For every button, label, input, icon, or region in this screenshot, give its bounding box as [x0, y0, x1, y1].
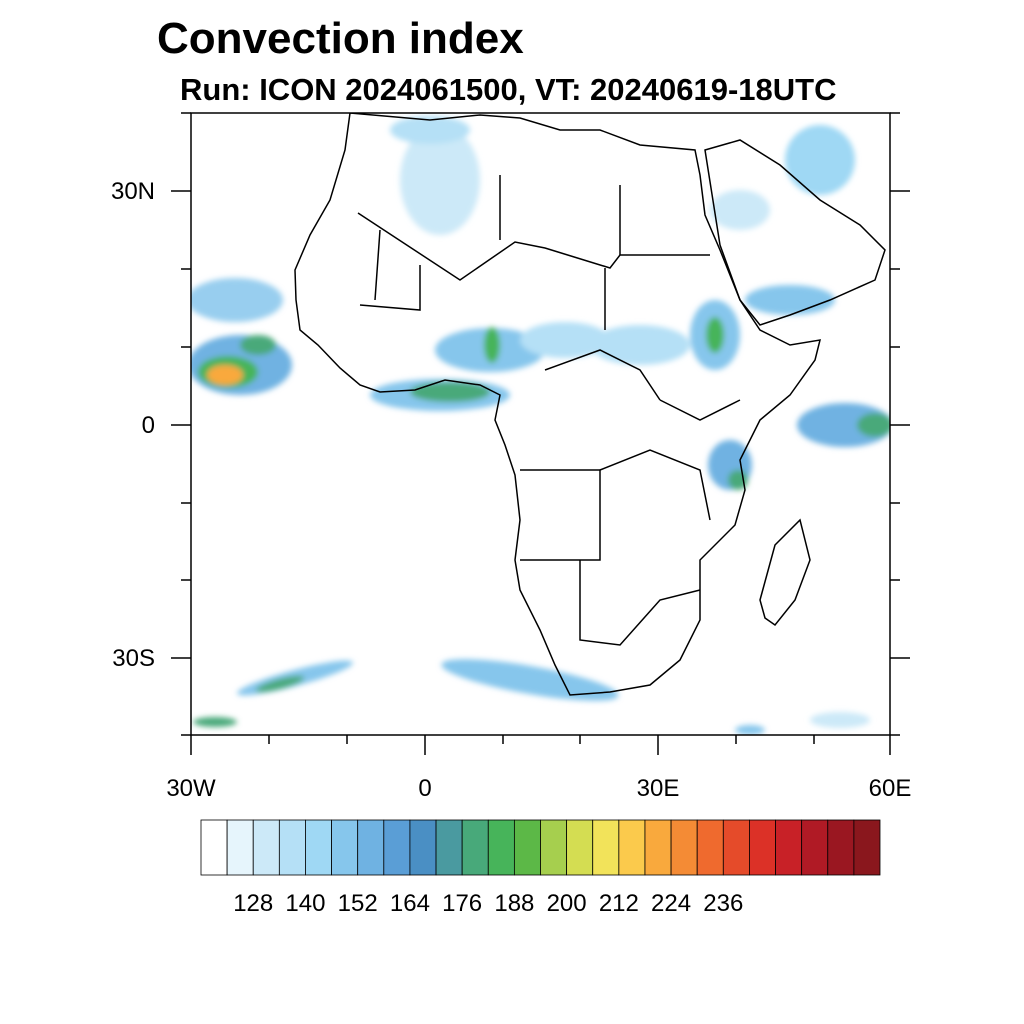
axis-ticks: [171, 112, 910, 755]
colorbar-swatch: [618, 819, 646, 876]
colorbar-swatch: [827, 819, 855, 876]
colorbar-tick-label: 152: [337, 890, 378, 917]
colorbar-swatch: [383, 819, 411, 876]
colorbar: [200, 819, 881, 876]
colorbar-tick-label: 212: [598, 890, 639, 917]
colorbar-swatch: [226, 819, 254, 876]
colorbar-tick-label: 236: [703, 890, 744, 917]
colorbar-swatch: [409, 819, 437, 876]
colorbar-swatch: [278, 819, 306, 876]
lat-label-0: 0: [141, 412, 155, 439]
colorbar-swatch: [540, 819, 568, 876]
colorbar-swatch: [775, 819, 803, 876]
coastlines: [294, 113, 886, 696]
chart-title: Convection index: [157, 14, 524, 63]
convection-field: [191, 116, 890, 735]
colorbar-swatch: [435, 819, 463, 876]
colorbar-tick-label: 224: [651, 890, 692, 917]
colorbar-swatch: [853, 819, 881, 876]
colorbar-swatch: [722, 819, 750, 876]
colorbar-swatch: [252, 819, 280, 876]
lon-label-30e: 30E: [636, 775, 680, 802]
colorbar-tick-label: 200: [546, 890, 587, 917]
lat-label-30s: 30S: [112, 645, 155, 672]
lon-label-30w: 30W: [166, 775, 216, 802]
colorbar-tick-label: 176: [442, 890, 483, 917]
colorbar-tick-label: 140: [285, 890, 326, 917]
run-subtitle: Run: ICON 2024061500, VT: 20240619-18UTC: [180, 72, 837, 107]
colorbar-swatch: [592, 819, 620, 876]
colorbar-swatch: [513, 819, 541, 876]
colorbar-swatch: [670, 819, 698, 876]
colorbar-swatch: [566, 819, 594, 876]
colorbar-swatch: [801, 819, 829, 876]
lon-label-60e: 60E: [868, 775, 912, 802]
colorbar-tick-label: 164: [389, 890, 430, 917]
colorbar-swatch: [696, 819, 724, 876]
colorbar-swatch: [357, 819, 385, 876]
lat-label-30n: 30N: [110, 178, 155, 205]
colorbar-swatch: [487, 819, 515, 876]
colorbar-tick-label: 188: [494, 890, 535, 917]
colorbar-swatch: [749, 819, 776, 876]
colorbar-swatch: [644, 819, 672, 876]
colorbar-swatch: [200, 819, 228, 876]
colorbar-swatch: [331, 819, 359, 876]
lon-label-0: 0: [418, 775, 432, 802]
map-frame: [190, 112, 891, 736]
colorbar-tick-label: 128: [233, 890, 274, 917]
colorbar-swatch: [461, 819, 489, 876]
colorbar-swatch: [305, 819, 332, 876]
